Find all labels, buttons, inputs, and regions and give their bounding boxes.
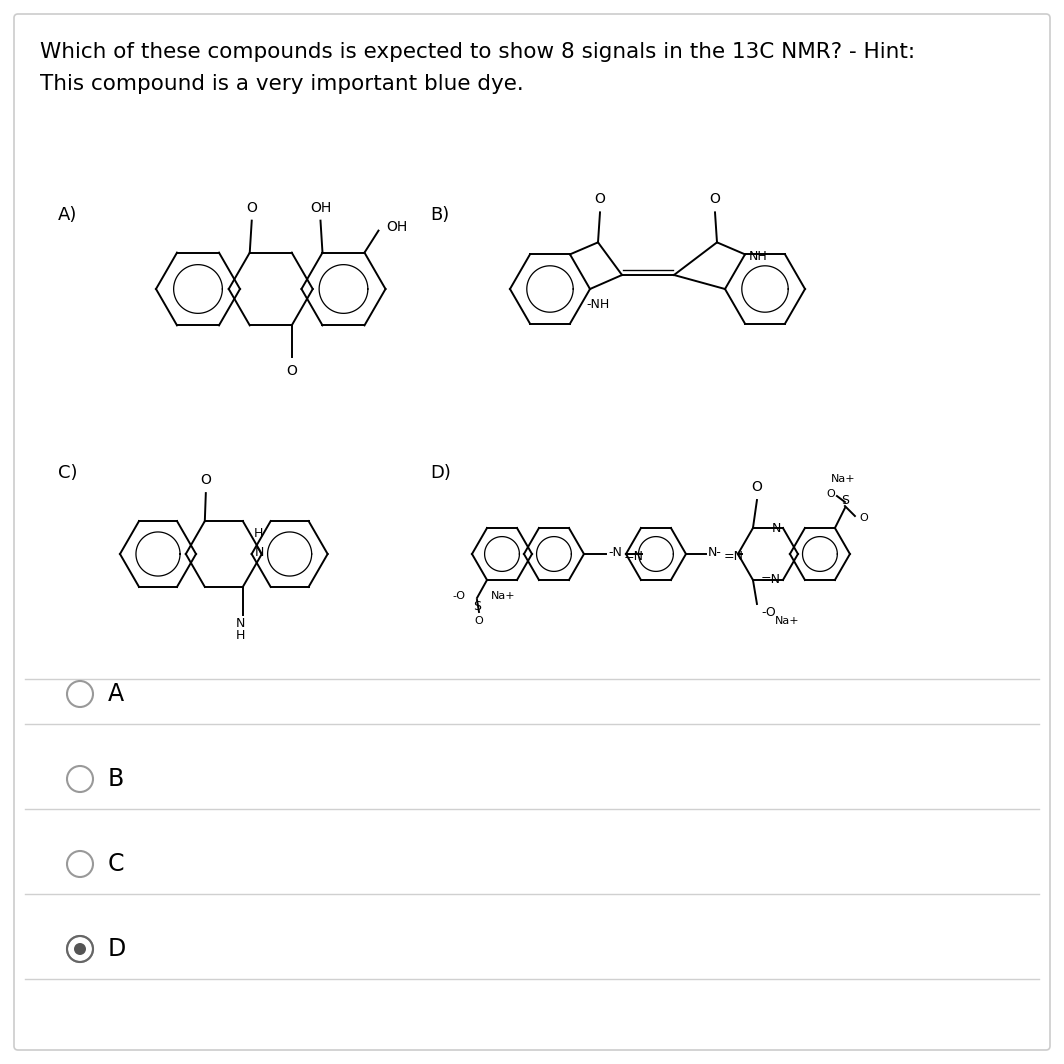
- Text: N: N: [255, 546, 265, 559]
- Text: O: O: [827, 489, 835, 499]
- Text: O: O: [200, 473, 212, 487]
- Text: B: B: [109, 767, 124, 791]
- Text: H: H: [236, 629, 246, 642]
- Text: A): A): [59, 206, 78, 225]
- Text: -O: -O: [761, 606, 776, 619]
- Text: N: N: [236, 617, 246, 630]
- Text: S: S: [473, 600, 481, 613]
- Text: C: C: [109, 852, 124, 876]
- Text: N-: N-: [708, 546, 721, 559]
- Text: O: O: [751, 480, 763, 494]
- Text: Na+: Na+: [831, 475, 855, 484]
- Text: S: S: [841, 494, 849, 506]
- Text: B): B): [430, 206, 449, 225]
- Text: H: H: [254, 527, 264, 541]
- Circle shape: [74, 943, 86, 955]
- Text: =N: =N: [624, 549, 644, 563]
- Text: O: O: [595, 193, 605, 206]
- Text: -NH: -NH: [586, 298, 610, 311]
- Text: Which of these compounds is expected to show 8 signals in the 13C NMR? - Hint:: Which of these compounds is expected to …: [40, 41, 915, 62]
- Text: O: O: [286, 364, 297, 379]
- Text: O: O: [859, 513, 867, 523]
- Text: This compound is a very important blue dye.: This compound is a very important blue d…: [40, 74, 523, 94]
- Text: A: A: [109, 682, 124, 706]
- Text: D): D): [430, 464, 451, 482]
- Text: -N: -N: [608, 546, 621, 559]
- Text: O: O: [246, 201, 257, 215]
- FancyBboxPatch shape: [14, 14, 1050, 1050]
- Text: OH: OH: [310, 201, 331, 215]
- Text: -O: -O: [452, 591, 465, 601]
- Text: N: N: [771, 521, 781, 534]
- Text: NH: NH: [749, 250, 768, 263]
- Text: O: O: [710, 193, 720, 206]
- Text: D: D: [109, 937, 127, 961]
- Text: =N: =N: [761, 573, 781, 586]
- Text: Na+: Na+: [491, 591, 516, 601]
- Text: OH: OH: [386, 219, 408, 234]
- Text: Na+: Na+: [775, 616, 799, 626]
- Text: C): C): [59, 464, 78, 482]
- Text: O: O: [475, 616, 483, 626]
- Text: =N: =N: [724, 549, 744, 563]
